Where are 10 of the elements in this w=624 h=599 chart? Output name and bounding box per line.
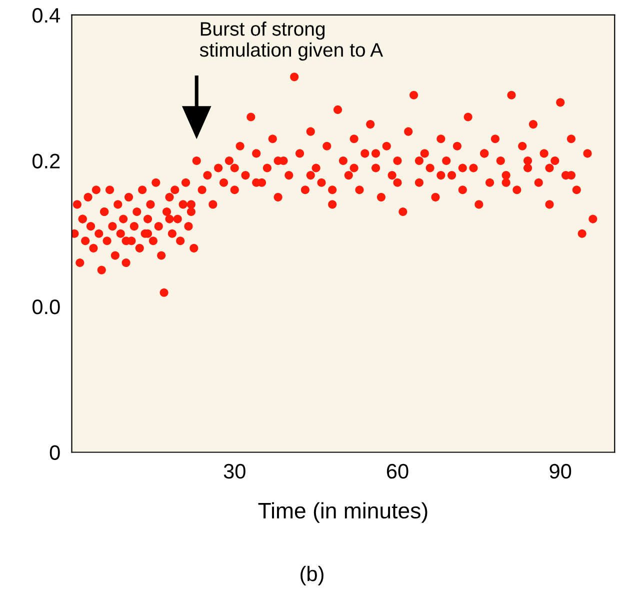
- y-tick-label: 0.4: [32, 8, 60, 23]
- x-axis-title: Time (in minutes): [258, 502, 428, 523]
- y-tick-label: 0: [50, 445, 60, 460]
- x-tick-label: 90: [550, 464, 572, 479]
- y-tick-label: 0.0: [32, 299, 60, 314]
- annotation: Burst of strong stimulation given to A: [200, 22, 384, 61]
- y-tick-label: 0.2: [32, 154, 60, 168]
- x-tick-label: 60: [386, 464, 408, 479]
- x-tick-label: 30: [224, 464, 246, 479]
- text: (b): [300, 566, 324, 586]
